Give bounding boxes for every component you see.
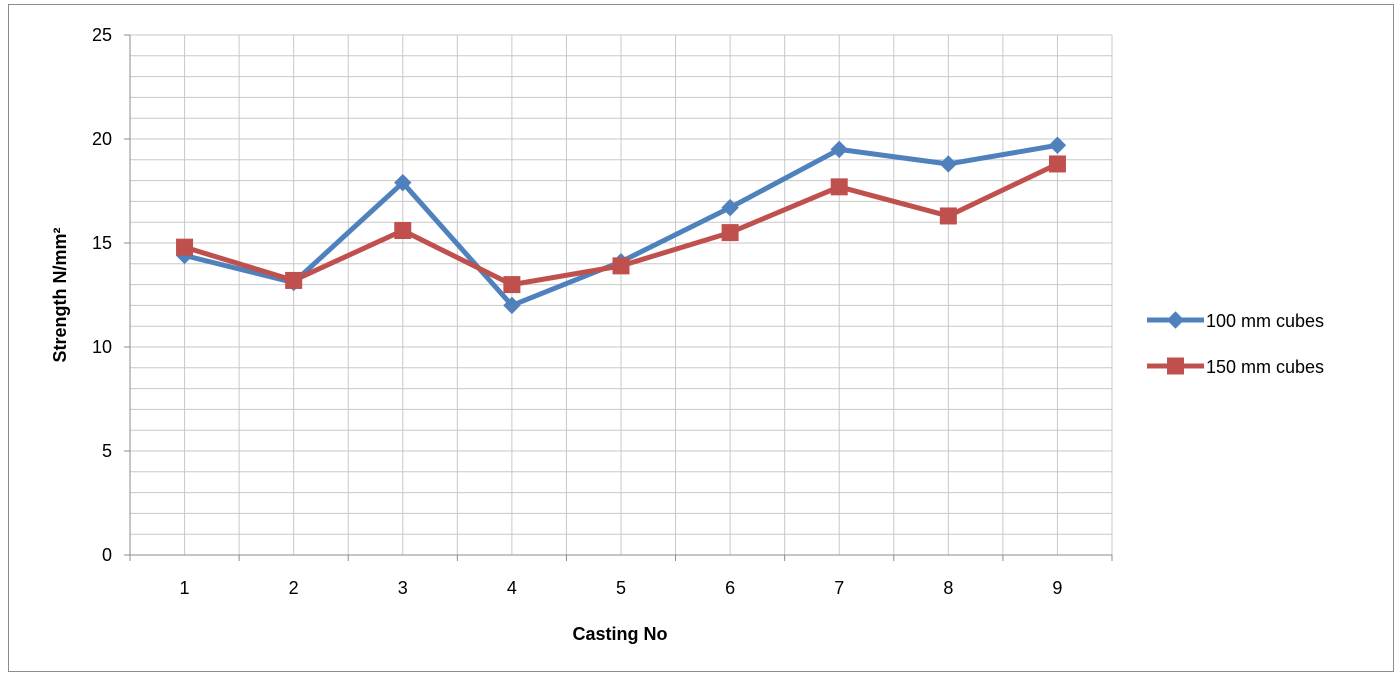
x-tick-label: 5 [616, 578, 626, 598]
x-axis-title: Casting No [572, 624, 667, 644]
axes [129, 35, 1112, 556]
data-point [1048, 136, 1067, 154]
y-tick-label: 0 [102, 545, 112, 565]
x-tick-label: 1 [180, 578, 190, 598]
legend-item: 150 mm cubes [1147, 357, 1324, 377]
data-point [176, 238, 194, 256]
legend-label: 150 mm cubes [1206, 357, 1324, 377]
data-point [830, 178, 848, 196]
data-point [285, 271, 303, 289]
data-point [721, 224, 739, 242]
x-tick-label: 3 [398, 578, 408, 598]
data-point [612, 257, 630, 275]
x-tick-label: 7 [834, 578, 844, 598]
x-tick-label: 6 [725, 578, 735, 598]
data-point [503, 276, 521, 294]
data-point [394, 222, 412, 240]
x-axis-ticks: 1 2 3 4 5 6 7 8 9 [129, 555, 1113, 598]
data-point [830, 140, 848, 159]
legend-item: 100 mm cubes [1147, 311, 1324, 331]
legend: 100 mm cubes 150 mm cubes [1147, 311, 1324, 377]
data-point [721, 198, 739, 217]
y-axis-ticks: 0 5 10 15 20 25 [92, 25, 130, 565]
legend-label: 100 mm cubes [1206, 311, 1324, 331]
y-tick-label: 20 [92, 129, 112, 149]
x-tick-label: 8 [943, 578, 953, 598]
plot-series [175, 136, 1067, 315]
x-tick-label: 9 [1052, 578, 1062, 598]
data-point [939, 207, 957, 225]
legend-marker [1166, 311, 1185, 329]
y-tick-label: 5 [102, 441, 112, 461]
legend-marker [1167, 357, 1184, 375]
y-tick-label: 15 [92, 233, 112, 253]
data-point [1048, 155, 1066, 173]
data-point [939, 155, 958, 173]
gridlines [130, 34, 1113, 555]
y-tick-label: 25 [92, 25, 112, 45]
y-tick-label: 10 [92, 337, 112, 357]
series-2 [176, 155, 1066, 294]
x-tick-label: 2 [289, 578, 299, 598]
x-tick-label: 4 [507, 578, 517, 598]
data-point [394, 173, 412, 192]
data-point [503, 296, 521, 315]
y-axis-title: Strength N/mm² [50, 227, 70, 362]
